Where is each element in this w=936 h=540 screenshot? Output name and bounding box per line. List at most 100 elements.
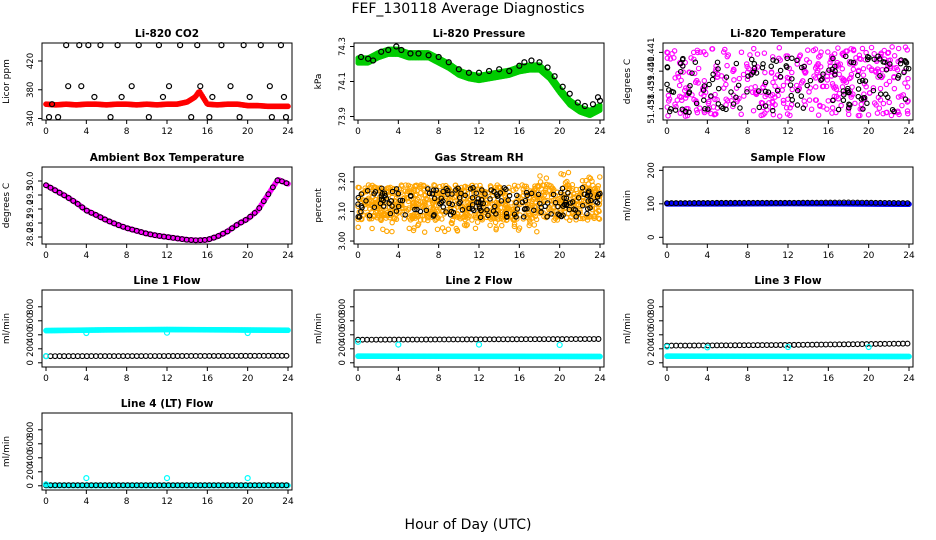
x-tick-label-line2: 24: [594, 374, 606, 384]
data-point-temperature-s0: [714, 74, 720, 80]
data-point-co2-s1: [78, 83, 85, 90]
data-point-rh-s1: [550, 191, 557, 198]
data-point-sampleflow-s1: [904, 200, 911, 207]
data-point-temperature-s0: [701, 78, 708, 84]
data-point-rh-s0: [529, 215, 535, 221]
data-point-temperature-s1: [789, 55, 795, 62]
data-point-temperature-s0: [812, 46, 819, 52]
data-point-temperature-s0: [665, 92, 672, 99]
data-point-temperature-s0: [859, 45, 866, 52]
data-point-temperature-s0: [889, 44, 895, 50]
data-point-temperature-s1: [733, 94, 739, 101]
y-tick-label-ambient: 29.5: [26, 186, 36, 205]
data-point-temperature-s0: [891, 53, 898, 59]
data-point-temperature-s0: [769, 104, 776, 110]
data-point-rh-s0: [595, 183, 602, 189]
data-point-rh-s0: [544, 197, 550, 204]
data-point-ambient-s1: [215, 232, 222, 239]
data-point-temperature-s0: [776, 113, 783, 119]
y-tick-label-ambient: 28.5: [26, 214, 36, 233]
data-point-temperature-s0: [899, 102, 905, 109]
data-point-pressure-s1: [465, 69, 473, 76]
data-point-ambient-s1: [233, 222, 240, 229]
y-tick-label-line4: 600: [26, 436, 36, 452]
data-point-temperature-s1: [848, 59, 854, 65]
x-tick-label-line2: 8: [436, 374, 442, 384]
data-point-rh-s1: [524, 192, 530, 199]
data-point-rh-s0: [493, 225, 500, 231]
data-point-temperature-s0: [816, 54, 822, 60]
data-point-rh-s1: [467, 186, 474, 192]
x-tick-label-rh: 20: [554, 251, 566, 261]
data-point-rh-s0: [487, 222, 493, 229]
data-point-pressure-s1: [455, 66, 462, 73]
data-point-rh-s0: [572, 194, 578, 200]
data-point-temperature-s0: [709, 46, 715, 52]
data-point-rh-s1: [395, 190, 402, 197]
data-point-rh-s0: [371, 212, 378, 219]
data-point-temperature-s0: [858, 56, 864, 62]
data-point-rh-s0: [413, 182, 420, 188]
data-point-co2-s1: [145, 114, 152, 121]
data-point-temperature-s1: [715, 85, 722, 92]
data-point-co2-s1: [135, 42, 142, 49]
data-point-pressure-s1: [551, 73, 558, 80]
data-point-temperature-s0: [848, 71, 855, 78]
data-point-rh-s0: [597, 174, 603, 180]
data-point-temperature-s0: [762, 69, 768, 76]
data-point-rh-s1: [478, 207, 484, 214]
data-point-temperature-s1: [882, 59, 888, 65]
data-point-temperature-s1: [855, 72, 861, 79]
data-point-rh-s1: [469, 195, 476, 201]
panel-title-line1: Line 1 Flow: [133, 275, 200, 287]
data-point-rh-s1: [380, 197, 386, 204]
data-point-temperature-s1: [789, 76, 795, 82]
panel-title-pressure: Li-820 Pressure: [433, 28, 526, 40]
y-tick-label-rh: 3.00: [338, 232, 348, 251]
data-point-co2-s1: [280, 93, 288, 101]
data-point-rh-s1: [366, 213, 373, 219]
data-point-temperature-s1: [718, 104, 724, 110]
data-point-temperature-s0: [789, 69, 795, 76]
data-point-temperature-s1: [877, 73, 883, 79]
y-tick-label-line2: 600: [338, 313, 348, 329]
y-tick-label-line3: 200: [647, 341, 657, 357]
data-point-co2-s1: [282, 114, 290, 121]
y-tick-label-pressure: 74.3: [338, 37, 348, 56]
data-point-co2-s1: [240, 42, 247, 49]
data-point-temperature-s1: [798, 64, 805, 71]
x-tick-label-pressure: 12: [473, 127, 484, 137]
data-point-rh-s1: [382, 192, 388, 199]
data-point-temperature-s0: [860, 66, 867, 72]
data-point-temperature-s0: [853, 55, 859, 61]
data-point-rh-s0: [537, 179, 544, 185]
panel-title-line4: Line 4 (LT) Flow: [121, 398, 214, 410]
data-point-rh-s0: [497, 185, 504, 191]
data-point-ambient-s1: [251, 209, 258, 216]
data-point-line3-s2: [784, 343, 792, 351]
y-tick-label-rh: 3.20: [338, 172, 348, 191]
x-tick-label-co2: 24: [282, 127, 294, 137]
data-point-temperature-s0: [672, 101, 678, 107]
data-point-rh-s0: [519, 182, 525, 188]
y-tick-label-ambient: 29.0: [26, 200, 36, 219]
x-tick-label-rh: 16: [514, 251, 526, 261]
data-point-temperature-s0: [895, 94, 902, 100]
data-point-ambient-s1: [224, 228, 231, 235]
data-point-temperature-s0: [858, 101, 865, 108]
data-point-rh-s0: [469, 217, 475, 223]
data-point-rh-s1: [523, 189, 530, 196]
data-point-rh-s1: [581, 191, 588, 198]
x-tick-label-line1: 12: [161, 374, 172, 384]
data-point-temperature-s0: [804, 57, 810, 63]
data-point-temperature-s1: [668, 106, 674, 112]
x-tick-label-pressure: 20: [554, 127, 566, 137]
data-point-temperature-s0: [848, 74, 854, 81]
data-point-rh-s1: [482, 191, 488, 197]
data-point-co2-s1: [107, 114, 114, 121]
data-point-rh-s1: [386, 200, 392, 206]
data-point-rh-s0: [435, 208, 442, 214]
data-point-rh-s0: [470, 195, 477, 202]
x-tick-label-line4: 12: [161, 497, 172, 507]
data-point-rh-s0: [558, 171, 564, 177]
